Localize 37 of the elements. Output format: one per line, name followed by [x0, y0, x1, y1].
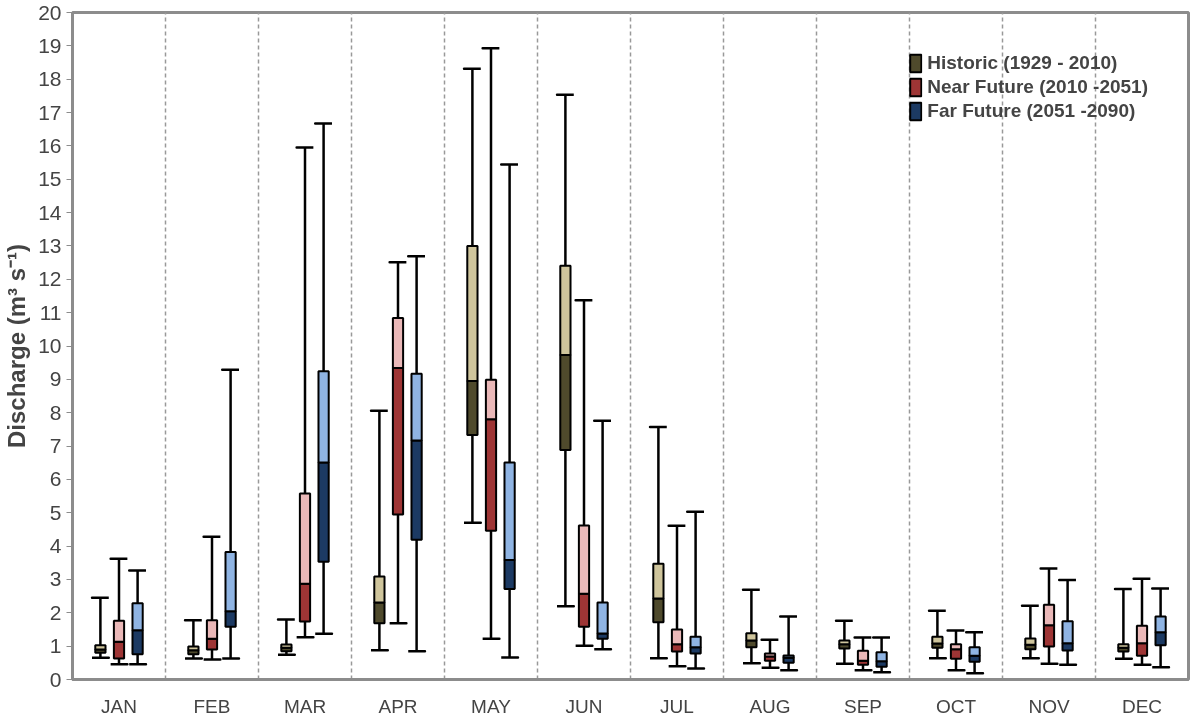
- y-tick-label: 20: [38, 0, 62, 24]
- x-tick-label: AUG: [749, 695, 791, 717]
- y-tick-label: 13: [38, 233, 62, 257]
- y-tick-label: 7: [49, 434, 62, 458]
- y-tick-label: 10: [38, 334, 62, 357]
- y-tick-label: 3: [49, 567, 62, 591]
- y-tick-label: 16: [38, 133, 62, 157]
- y-tick-label: 14: [38, 200, 62, 224]
- y-axis-title: Discharge (m³ s⁻¹): [3, 243, 31, 449]
- y-tick-label: 2: [49, 600, 62, 624]
- y-tick-label: 0: [49, 667, 62, 691]
- y-tick-label: 4: [49, 534, 62, 558]
- y-tick-label: 6: [49, 467, 62, 491]
- y-tick-label: 1: [49, 634, 62, 658]
- x-tick-label: JUN: [565, 695, 603, 717]
- y-tick-label: 8: [49, 400, 62, 424]
- x-tick-label: APR: [378, 695, 418, 717]
- y-tick-label: 15: [38, 167, 62, 191]
- x-tick-label: JUL: [660, 695, 694, 717]
- y-tick-label: 17: [38, 100, 62, 124]
- y-tick-label: 5: [49, 500, 62, 524]
- x-tick-label: FEB: [193, 695, 231, 717]
- y-tick-label: 18: [38, 67, 62, 91]
- x-tick-label: OCT: [935, 695, 977, 717]
- y-tick-label: 11: [39, 300, 62, 324]
- x-tick-label: MAY: [471, 695, 512, 717]
- y-tick-label: 9: [49, 367, 62, 391]
- x-tick-label: NOV: [1028, 695, 1070, 717]
- x-tick-label: SEP: [843, 695, 883, 717]
- x-tick-label: MAR: [283, 695, 327, 717]
- x-tick-label: JAN: [101, 695, 137, 717]
- y-tick-label: 12: [38, 267, 62, 291]
- y-tick-label: 19: [38, 33, 62, 57]
- legend-label: Historic (1929 - 2010): [927, 52, 1118, 74]
- legend-label: Near Future (2010 -2051): [927, 76, 1148, 98]
- legend-label: Far Future (2051 -2090): [927, 100, 1136, 122]
- x-tick-label: DEC: [1121, 695, 1163, 717]
